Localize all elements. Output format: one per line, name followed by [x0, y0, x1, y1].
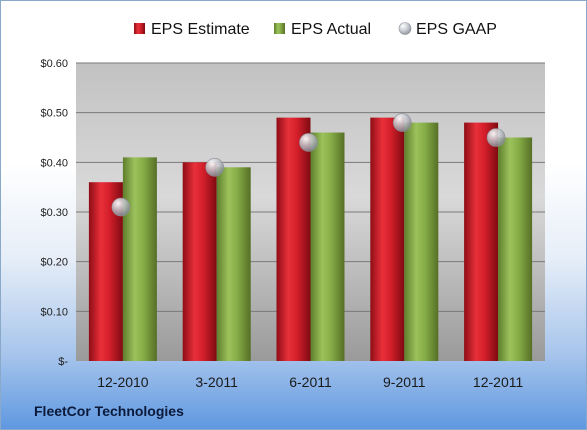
y-axis: $- $0.10 $0.20 $0.30 $0.40 $0.50 $0.60	[40, 58, 68, 368]
estimate-bar	[182, 162, 217, 361]
x-tick-label: 12-2011	[473, 374, 524, 390]
gaap-marker	[486, 128, 506, 147]
x-tick-label: 3-2011	[195, 374, 238, 390]
y-tick-label: $0.50	[40, 108, 68, 120]
gaap-marker	[111, 197, 131, 217]
x-tick-label: 6-2011	[289, 374, 332, 390]
legend-swatch	[274, 23, 285, 34]
legend-swatch	[398, 22, 412, 35]
x-tick-label: 12-2010	[97, 374, 149, 390]
actual-bar	[310, 132, 345, 361]
estimate-bar	[276, 117, 311, 361]
y-tick-label: $0.10	[40, 306, 68, 318]
gaap-marker	[205, 158, 224, 177]
actual-bar	[404, 122, 439, 361]
actual-bar	[498, 137, 533, 361]
y-tick-label: $0.20	[40, 257, 68, 269]
gaap-marker	[392, 113, 412, 132]
y-tick-label: $0.60	[40, 58, 68, 70]
estimate-bar	[370, 117, 405, 361]
y-tick-label: $-	[58, 356, 68, 368]
legend-label: EPS Actual	[291, 21, 371, 38]
legend-label: EPS GAAP	[416, 21, 497, 38]
estimate-bar	[464, 122, 499, 361]
legend-label: EPS Estimate	[151, 21, 250, 38]
y-tick-label: $0.40	[40, 157, 68, 169]
gaap-marker	[299, 133, 318, 152]
x-tick-label: 9-2011	[383, 374, 426, 390]
y-tick-label: $0.30	[40, 207, 68, 219]
legend-swatch	[134, 23, 145, 34]
legend: EPS Estimate EPS Actual EPS GAAP	[134, 21, 497, 38]
actual-bar	[216, 167, 251, 361]
x-axis: 12-2010 3-2011 6-2011 9-2011 12-2011	[97, 374, 523, 390]
actual-bar	[122, 157, 157, 361]
gaap-markers	[111, 113, 506, 217]
company-name: FleetCor Technologies	[34, 403, 184, 419]
